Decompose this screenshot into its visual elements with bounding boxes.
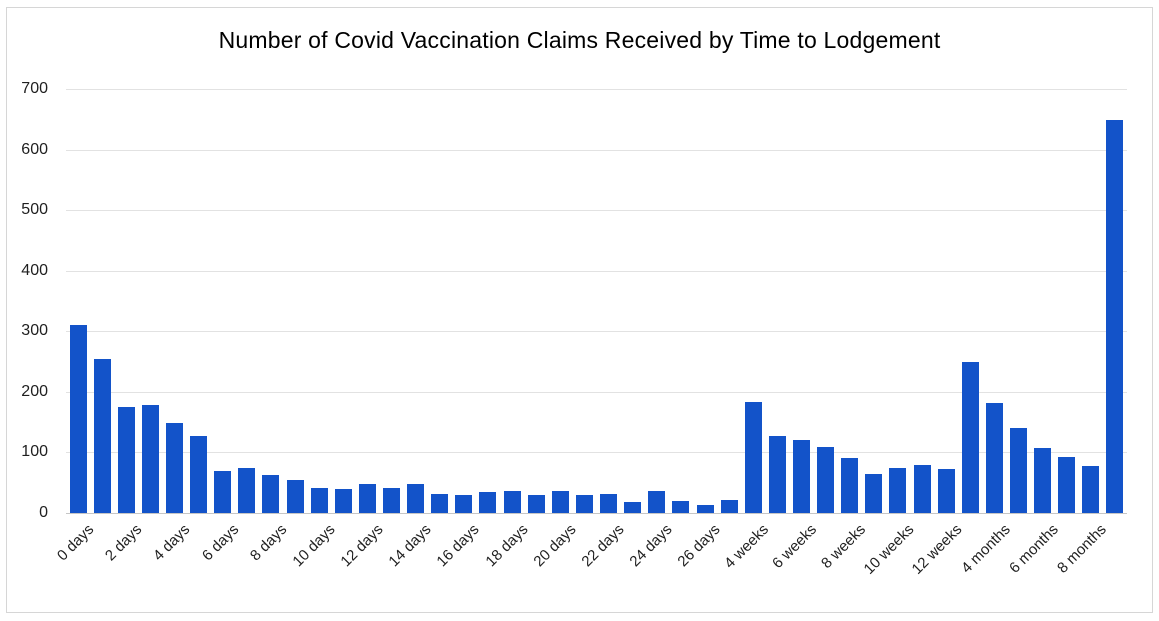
bar [93, 358, 111, 513]
bar [527, 494, 545, 513]
bar [600, 493, 618, 513]
gridline-600 [66, 149, 1127, 151]
bar [407, 483, 425, 513]
x-axis-tick-label: 6 weeks [769, 521, 821, 572]
bar [648, 490, 666, 513]
y-axis-tick-label: 300 [21, 322, 48, 340]
bar [1034, 447, 1052, 513]
x-axis-tick-label: 22 days [578, 521, 628, 571]
bar [889, 467, 907, 513]
y-axis-tick-label: 0 [39, 504, 48, 521]
x-axis-tick-label: 6 months [1005, 521, 1062, 577]
y-axis-tick-label: 100 [21, 443, 48, 461]
bar [817, 446, 835, 513]
bar [334, 488, 352, 513]
bar [214, 471, 232, 513]
x-axis-tick-label: 10 weeks [860, 521, 917, 578]
bar [479, 491, 497, 513]
x-axis-tick-label: 8 months [1054, 521, 1110, 577]
bar [141, 405, 159, 513]
y-axis-tick-label: 200 [21, 382, 48, 400]
gridline-300 [66, 331, 1127, 333]
x-axis-tick-label: 6 days [198, 521, 242, 565]
x-axis-tick-label: 10 days [289, 521, 339, 571]
gridline-400 [66, 270, 1127, 272]
x-axis-tick-label: 12 weeks [908, 521, 966, 578]
gridline-500 [66, 210, 1127, 212]
x-axis-tick-label: 24 days [626, 521, 676, 571]
bar [575, 495, 593, 513]
bar [768, 436, 786, 513]
bar [1058, 456, 1076, 513]
x-axis-tick-label: 4 days [150, 521, 194, 565]
bar [503, 491, 521, 513]
x-axis-tick-label: 26 days [674, 521, 725, 571]
bar [865, 473, 883, 513]
x-axis-line [66, 513, 1127, 514]
bar [117, 407, 135, 513]
x-axis-tick-label: 8 days [246, 521, 290, 565]
bar [310, 487, 328, 513]
x-axis-tick-label: 20 days [530, 521, 580, 571]
bar [1082, 466, 1100, 513]
x-axis-tick-label: 0 days [53, 521, 98, 565]
y-axis-tick-label: 400 [21, 261, 48, 279]
x-axis-tick-label: 18 days [481, 521, 532, 571]
x-axis-tick-label: 14 days [385, 521, 435, 571]
bar [1106, 120, 1124, 513]
y-axis-tick-label: 700 [21, 80, 48, 97]
bar [624, 502, 642, 513]
chart-title: Number of Covid Vaccination Claims Recei… [218, 27, 941, 53]
bar [985, 403, 1003, 513]
bar [744, 402, 762, 513]
bar [286, 480, 304, 513]
x-axis-tick-label: 4 weeks [721, 521, 773, 572]
bar [913, 464, 931, 513]
bar [720, 500, 738, 513]
bar [1009, 428, 1027, 513]
bar [792, 440, 810, 513]
bar [238, 468, 256, 513]
bar [358, 483, 376, 513]
x-axis-tick-label: 12 days [337, 521, 387, 571]
bar [841, 458, 859, 513]
bar [672, 500, 690, 513]
card-border [6, 7, 1153, 613]
bar [69, 325, 87, 513]
bar [166, 423, 183, 513]
y-axis-tick-label: 600 [21, 140, 48, 158]
y-axis-tick-label: 500 [21, 201, 48, 219]
bar [961, 361, 979, 513]
bar [696, 505, 714, 513]
x-axis-tick-label: 16 days [433, 521, 483, 571]
x-axis-tick-label: 4 months [957, 521, 1014, 577]
bar [431, 493, 449, 513]
bar [937, 468, 955, 513]
gridline-700 [66, 89, 1127, 90]
bar [383, 487, 401, 513]
bar [455, 495, 473, 513]
x-axis-tick-label: 2 days [102, 521, 146, 565]
bar [190, 436, 208, 513]
gridline-100 [66, 452, 1127, 454]
bar [262, 474, 280, 513]
bar [551, 490, 569, 513]
gridline-200 [66, 391, 1127, 393]
